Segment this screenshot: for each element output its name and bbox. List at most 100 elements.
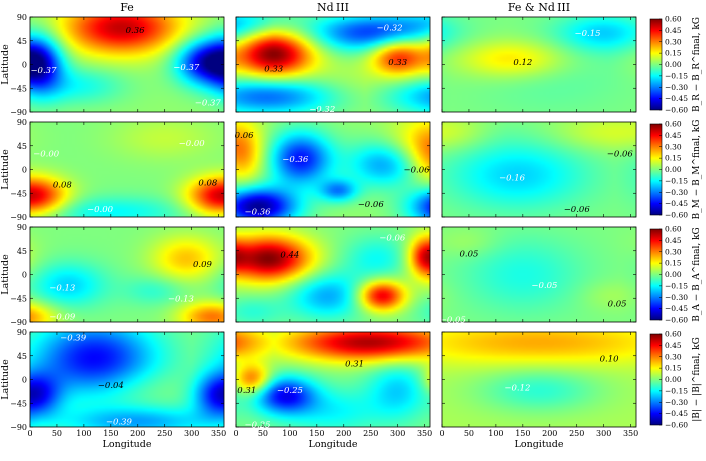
contour-label: −0.12 bbox=[504, 383, 530, 393]
x-tick-label: 0 bbox=[439, 429, 444, 438]
panel-bm-0: 0.08 0.08 −0.00 −0.00 −0.00 bbox=[29, 121, 225, 218]
y-tick-label: −45 bbox=[10, 84, 27, 93]
y-tick-label: 45 bbox=[17, 142, 27, 151]
x-tick-label: 250 bbox=[569, 429, 584, 438]
y-axis-label: Latitude bbox=[0, 149, 11, 190]
x-axis-label: Longitude bbox=[309, 439, 358, 450]
x-tick-label: 100 bbox=[76, 429, 91, 438]
y-tick-label: −90 bbox=[10, 213, 27, 222]
contour-label: 0.09 bbox=[193, 260, 213, 270]
contour-label: −0.16 bbox=[499, 173, 526, 183]
colorbar-tick-label: −0.45 bbox=[665, 304, 688, 313]
colorbar-tick-label: −0.60 bbox=[665, 316, 688, 325]
colorbar-tick-label: −0.15 bbox=[665, 281, 688, 290]
x-tick-label: 200 bbox=[542, 429, 557, 438]
contour-label: −0.39 bbox=[106, 418, 133, 428]
colorbar-tick-label: −0.45 bbox=[665, 199, 688, 208]
x-tick-label: 350 bbox=[417, 429, 432, 438]
x-tick-label: 350 bbox=[623, 429, 638, 438]
contour-label: −0.32 bbox=[309, 105, 335, 115]
contour-label: −0.09 bbox=[49, 313, 76, 323]
column-title-nd: Nd III bbox=[317, 1, 349, 14]
contour-label: −0.25 bbox=[277, 386, 303, 396]
y-tick-label: 45 bbox=[17, 247, 27, 256]
panel-grid: 0.36−0.37 −0.37−0.37−0.320.330.33−0.32−0.… bbox=[29, 16, 637, 430]
y-tick-label: 90 bbox=[17, 13, 27, 22]
y-axis-label: Latitude bbox=[0, 254, 11, 295]
contour-label: −0.37 bbox=[30, 66, 57, 76]
x-axis-label: Longitude bbox=[103, 439, 152, 450]
contour-label: −0.15 bbox=[574, 29, 600, 39]
contour-label: −0.39 bbox=[60, 333, 87, 343]
colorbar-tick-label: 0.00 bbox=[665, 60, 682, 69]
colorbar-label: |B| − |B|^final, kG bbox=[692, 337, 702, 422]
colorbar-3: 0.60 0.45 0.30 0.15 0.00 −0.15 −0.30 −0.45 −0.60… bbox=[649, 330, 702, 430]
y-axis-label: Latitude bbox=[0, 44, 11, 85]
contour-label: −0.13 bbox=[168, 294, 194, 304]
colorbar-tick-label: 0.15 bbox=[665, 154, 682, 163]
column-title-fe-nd: Fe & Nd III bbox=[508, 1, 570, 14]
heatmap-image bbox=[30, 17, 224, 112]
contour-label: −0.06 bbox=[607, 150, 634, 160]
contour-label: 0.44 bbox=[280, 250, 299, 260]
contour-label: 0.33 bbox=[264, 65, 283, 75]
contour-label: −0.00 bbox=[87, 205, 114, 215]
colorbar-tick-label: −0.15 bbox=[665, 386, 688, 395]
colorbar-tick-label: −0.60 bbox=[665, 106, 688, 115]
contour-label: −0.37 bbox=[195, 99, 222, 109]
colorbar-tick-label: −0.30 bbox=[665, 398, 688, 407]
y-tick-label: −45 bbox=[10, 189, 27, 198]
contour-label: −0.36 bbox=[245, 208, 272, 218]
heatmap-image bbox=[30, 227, 224, 322]
colorbar-tick-label: 0.00 bbox=[665, 375, 682, 384]
contour-label: 0.05 bbox=[459, 249, 478, 259]
axes: 90 45 0 −45 −90 Latitude 90 45 0 −45 −90 Latitude 90… bbox=[0, 13, 638, 450]
colorbar-tick-label: −0.15 bbox=[665, 176, 688, 185]
colorbar-tick-label: −0.30 bbox=[665, 188, 688, 197]
y-tick-label: −45 bbox=[10, 399, 27, 408]
panel-ba-2: 0.05 −0.05 0.05 −0.05 bbox=[440, 226, 637, 325]
y-tick-label: 45 bbox=[17, 352, 27, 361]
heatmap-image bbox=[442, 122, 636, 217]
x-tick-label: 300 bbox=[596, 429, 611, 438]
y-axis-label: Latitude bbox=[0, 359, 11, 400]
x-tick-label: 100 bbox=[488, 429, 503, 438]
colorbar-tick-label: 0.60 bbox=[665, 330, 682, 339]
colorbar-tick-label: 0.00 bbox=[665, 270, 682, 279]
heatmap-image bbox=[236, 332, 430, 427]
colorbar-tick-label: −0.30 bbox=[665, 293, 688, 302]
heatmap-image bbox=[236, 122, 430, 217]
y-tick-label: −90 bbox=[10, 318, 27, 327]
x-axis-label: Longitude bbox=[515, 439, 564, 450]
panel-br-0: 0.36 −0.37 −0.37 −0.37 bbox=[29, 16, 225, 113]
x-tick-label: 100 bbox=[282, 429, 297, 438]
colorbar-label: B_R − B_R^final, kG bbox=[692, 17, 702, 112]
x-tick-label: 300 bbox=[184, 429, 199, 438]
x-tick-label: 50 bbox=[52, 429, 62, 438]
y-tick-label: 45 bbox=[17, 37, 27, 46]
heatmap-image bbox=[442, 227, 636, 322]
contour-label: −0.06 bbox=[403, 166, 430, 176]
panel-b-0: −0.39 −0.04 −0.39 bbox=[29, 331, 225, 428]
x-tick-label: 200 bbox=[336, 429, 351, 438]
contour-label: 0.10 bbox=[600, 354, 620, 364]
x-tick-label: 300 bbox=[390, 429, 405, 438]
colorbar-tick-label: 0.15 bbox=[665, 259, 682, 268]
contour-label: 0.33 bbox=[388, 58, 407, 68]
colorbar-tick-label: 0.45 bbox=[665, 341, 682, 350]
y-tick-label: 0 bbox=[22, 61, 27, 70]
x-tick-label: 50 bbox=[258, 429, 268, 438]
colorbar-label: B_M − B_M^final, kG bbox=[692, 120, 702, 220]
contour-label: 0.36 bbox=[126, 26, 146, 36]
colorbar-tick-label: 0.00 bbox=[665, 165, 682, 174]
contour-label: −0.32 bbox=[377, 24, 403, 34]
colorbar-tick-label: −0.15 bbox=[665, 71, 688, 80]
x-tick-label: 200 bbox=[130, 429, 145, 438]
contour-label: −0.36 bbox=[282, 155, 309, 165]
contour-label: 0.08 bbox=[198, 179, 218, 189]
y-tick-label: 90 bbox=[17, 328, 27, 337]
contour-label: −0.13 bbox=[49, 284, 75, 294]
contour-label: 0.31 bbox=[345, 360, 364, 370]
contour-label: 0.31 bbox=[237, 386, 256, 396]
contour-label: −0.00 bbox=[179, 139, 206, 149]
